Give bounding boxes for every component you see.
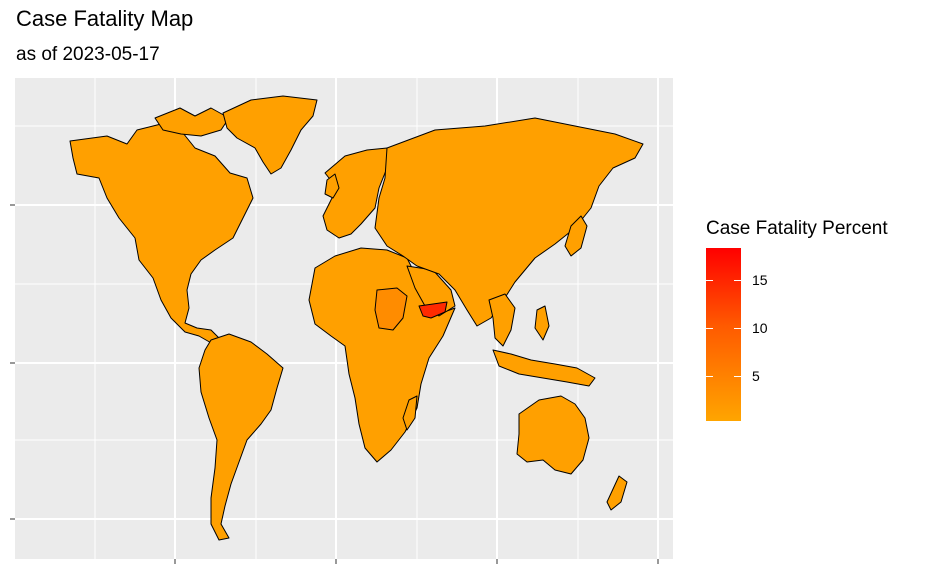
region-japan — [564, 215, 588, 257]
region-greenland — [222, 95, 318, 175]
world-map — [15, 78, 673, 559]
legend-label-5: 5 — [752, 368, 760, 384]
legend-tick — [734, 376, 741, 377]
region-sudan — [374, 287, 408, 331]
map-subtitle: as of 2023-05-17 — [16, 44, 160, 65]
region-british-isles — [324, 173, 340, 199]
region-new-zealand — [606, 475, 628, 511]
legend-label-10: 10 — [752, 320, 768, 336]
legend-title: Case Fatality Percent — [706, 218, 888, 239]
region-yemen — [418, 301, 448, 319]
legend-color-bar — [706, 248, 741, 421]
legend-tick — [706, 376, 713, 377]
region-madagascar — [402, 395, 418, 431]
region-asia — [374, 117, 644, 327]
legend-tick — [734, 280, 741, 281]
legend-tick — [706, 328, 713, 329]
region-south-america — [198, 333, 284, 541]
map-title: Case Fatality Map — [16, 6, 194, 31]
region-indonesia — [492, 349, 596, 387]
region-southeast-asia — [488, 293, 516, 347]
region-australia — [516, 395, 590, 475]
legend-tick — [734, 328, 741, 329]
legend-label-15: 15 — [752, 272, 768, 288]
region-arctic-islands — [154, 107, 230, 137]
region-philippines — [534, 305, 550, 341]
region-north-america — [69, 122, 254, 345]
map-panel — [15, 78, 673, 559]
region-europe — [322, 147, 388, 239]
legend-tick — [706, 280, 713, 281]
